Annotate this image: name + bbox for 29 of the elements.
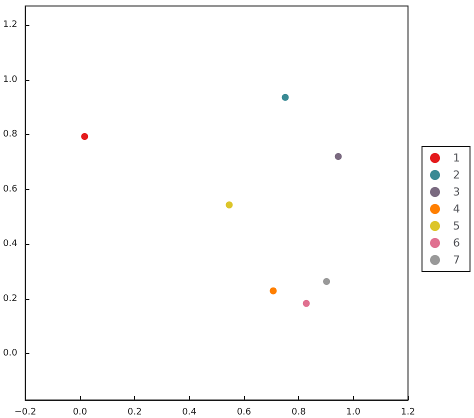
legend-label: 1 xyxy=(453,152,460,164)
y-tick-label: 0.6 xyxy=(2,184,18,194)
x-tick-label: 0.4 xyxy=(182,408,197,418)
point xyxy=(226,201,233,208)
y-tick-label: 0.4 xyxy=(2,239,18,250)
y-tick-label: 0.2 xyxy=(2,294,18,304)
point xyxy=(323,278,330,286)
y-tick-label: 0.0 xyxy=(2,348,18,358)
x-tick-label: 1.2 xyxy=(400,408,416,418)
legend-label: 4 xyxy=(453,202,460,216)
x-tick-label: 0.2 xyxy=(127,408,142,418)
legend-label: 5 xyxy=(453,220,460,232)
y-tick-label: 1.2 xyxy=(2,20,18,30)
legend-label: 6 xyxy=(453,236,460,250)
point xyxy=(270,287,277,294)
point xyxy=(282,94,289,101)
x-tick-label: 0.0 xyxy=(72,408,88,418)
x-tick-label: 0.8 xyxy=(291,408,306,418)
x-tick-label: 1.0 xyxy=(346,408,361,418)
legend-label: 3 xyxy=(453,186,460,198)
point xyxy=(334,152,342,160)
legend-label: 7 xyxy=(453,254,460,266)
legend-label: 2 xyxy=(453,168,460,182)
y-tick-label: 0.8 xyxy=(2,130,18,140)
point xyxy=(81,133,88,140)
y-tick-label: 1.0 xyxy=(2,74,18,85)
x-tick-label: −0.2 xyxy=(14,408,36,418)
x-tick-label: 0.6 xyxy=(236,408,252,418)
point xyxy=(302,300,310,307)
